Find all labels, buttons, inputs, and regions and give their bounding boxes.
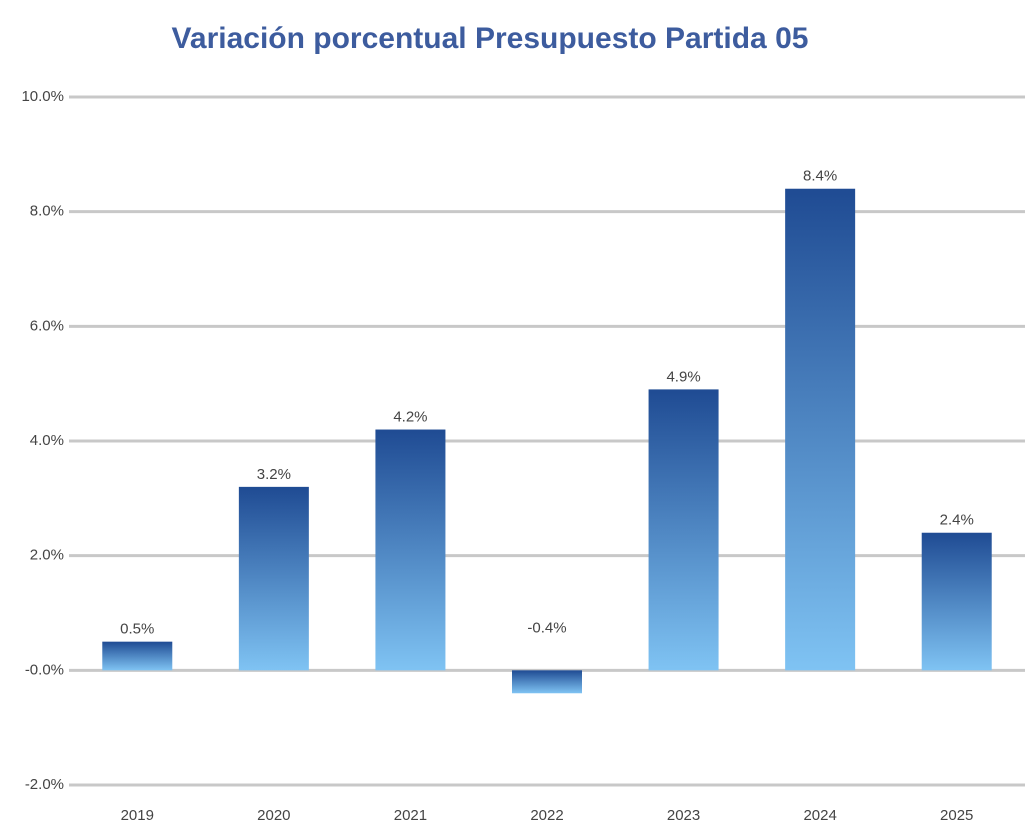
bar — [102, 641, 173, 671]
value-label: -0.4% — [527, 619, 566, 636]
bar — [375, 429, 446, 671]
y-tick-label: 6.0% — [30, 317, 64, 334]
bar — [785, 188, 856, 671]
x-tick-label: 2024 — [803, 807, 836, 824]
y-tick-label: 4.0% — [30, 432, 64, 449]
value-label: 2.4% — [940, 512, 974, 529]
chart-title: Variación porcentual Presupuesto Partida… — [172, 22, 809, 55]
bar — [238, 486, 309, 671]
value-label: 4.9% — [666, 368, 700, 385]
y-tick-label: 2.0% — [30, 547, 64, 564]
bar — [648, 389, 719, 671]
y-tick-label: -0.0% — [25, 661, 64, 678]
bar — [921, 532, 992, 671]
y-tick-label: 8.0% — [30, 203, 64, 220]
value-label: 8.4% — [803, 168, 837, 185]
x-tick-label: 2023 — [667, 807, 700, 824]
y-tick-label: 10.0% — [21, 88, 64, 105]
x-tick-label: 2021 — [394, 807, 427, 824]
value-label: 4.2% — [393, 409, 427, 426]
bar — [512, 670, 582, 694]
x-tick-label: 2019 — [121, 807, 154, 824]
y-tick-label: -2.0% — [25, 776, 64, 793]
value-label: 3.2% — [257, 466, 291, 483]
value-label: 0.5% — [120, 621, 154, 638]
x-tick-label: 2025 — [940, 807, 973, 824]
x-tick-label: 2022 — [530, 807, 563, 824]
x-tick-label: 2020 — [257, 807, 290, 824]
